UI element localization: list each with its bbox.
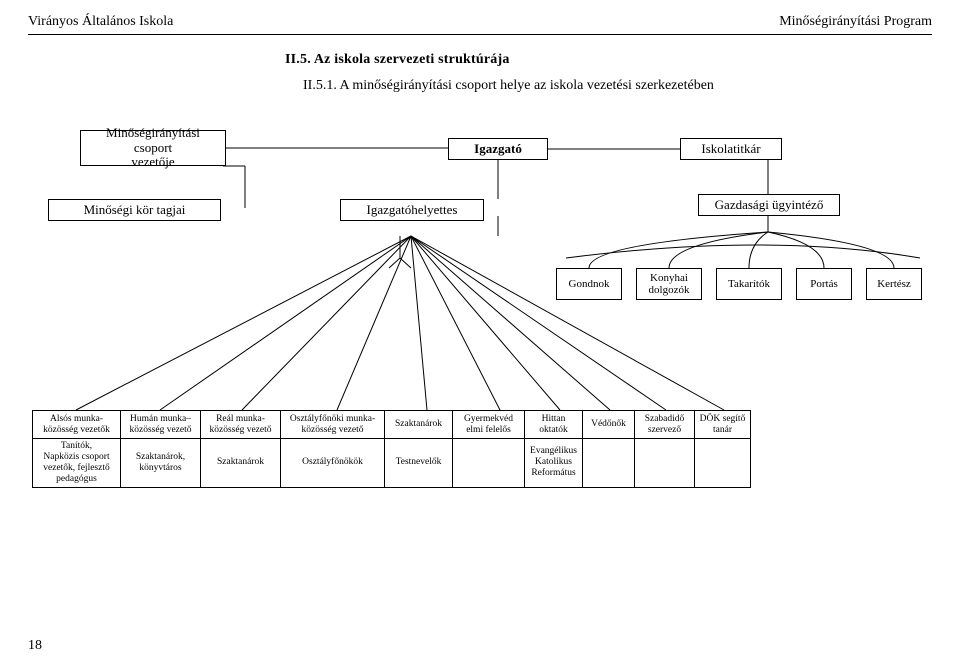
box-gazdasagi: Gazdasági ügyintéző [698, 194, 840, 216]
box-takaritok: Takarítók [716, 268, 782, 300]
box-igazgato: Igazgató [448, 138, 548, 160]
table-cell: Hittanoktatók [525, 411, 583, 439]
table-cell: Tanítók,Napközis csoportvezetők, fejlesz… [33, 439, 121, 488]
table-cell: Testnevelők [385, 439, 453, 488]
table-row: Tanítók,Napközis csoportvezetők, fejlesz… [33, 439, 751, 488]
table-cell: Szaktanárok [201, 439, 281, 488]
box-portas: Portás [796, 268, 852, 300]
page-number: 18 [28, 638, 42, 654]
table-cell: Védőnők [583, 411, 635, 439]
header-left: Virányos Általános Iskola [28, 14, 173, 30]
table-cell [635, 439, 695, 488]
table-row: Alsós munka-közösség vezetőkHumán munka–… [33, 411, 751, 439]
header-rule [28, 34, 932, 35]
table-cell: Reál munka-közösség vezető [201, 411, 281, 439]
connector-lines [0, 0, 960, 668]
box-igazgatohelyettes: Igazgatóhelyettes [340, 199, 484, 221]
table-cell: Szabadidőszervező [635, 411, 695, 439]
box-konyhai: Konyhaidolgozók [636, 268, 702, 300]
box-gondnok: Gondnok [556, 268, 622, 300]
table-cell: EvangélikusKatolikusReformátus [525, 439, 583, 488]
roles-table: Alsós munka-közösség vezetőkHumán munka–… [32, 410, 751, 488]
table-cell: Szaktanárok [385, 411, 453, 439]
section-title: II.5. Az iskola szervezeti struktúrája [285, 52, 510, 68]
header-right: Minőségirányítási Program [779, 14, 932, 30]
table-cell [453, 439, 525, 488]
subsection-title: II.5.1. A minőségirányítási csoport hely… [303, 78, 714, 94]
table-cell: Osztályfőnöki munka-közösség vezető [281, 411, 385, 439]
table-cell: Osztályfőnökök [281, 439, 385, 488]
box-mics-vezeto: Minőségirányítási csoportvezetője [80, 130, 226, 166]
table-cell [695, 439, 751, 488]
table-cell: Gyermekvédelmi felelős [453, 411, 525, 439]
box-minosegi-kor: Minőségi kör tagjai [48, 199, 221, 221]
page: Virányos Általános Iskola Minőségirányít… [0, 0, 960, 668]
table-cell: DÖK segítőtanár [695, 411, 751, 439]
table-cell: Humán munka–közösség vezető [121, 411, 201, 439]
table-cell [583, 439, 635, 488]
box-iskolatitkar: Iskolatitkár [680, 138, 782, 160]
box-kertesz: Kertész [866, 268, 922, 300]
table-cell: Szaktanárok,könyvtáros [121, 439, 201, 488]
table-cell: Alsós munka-közösség vezetők [33, 411, 121, 439]
